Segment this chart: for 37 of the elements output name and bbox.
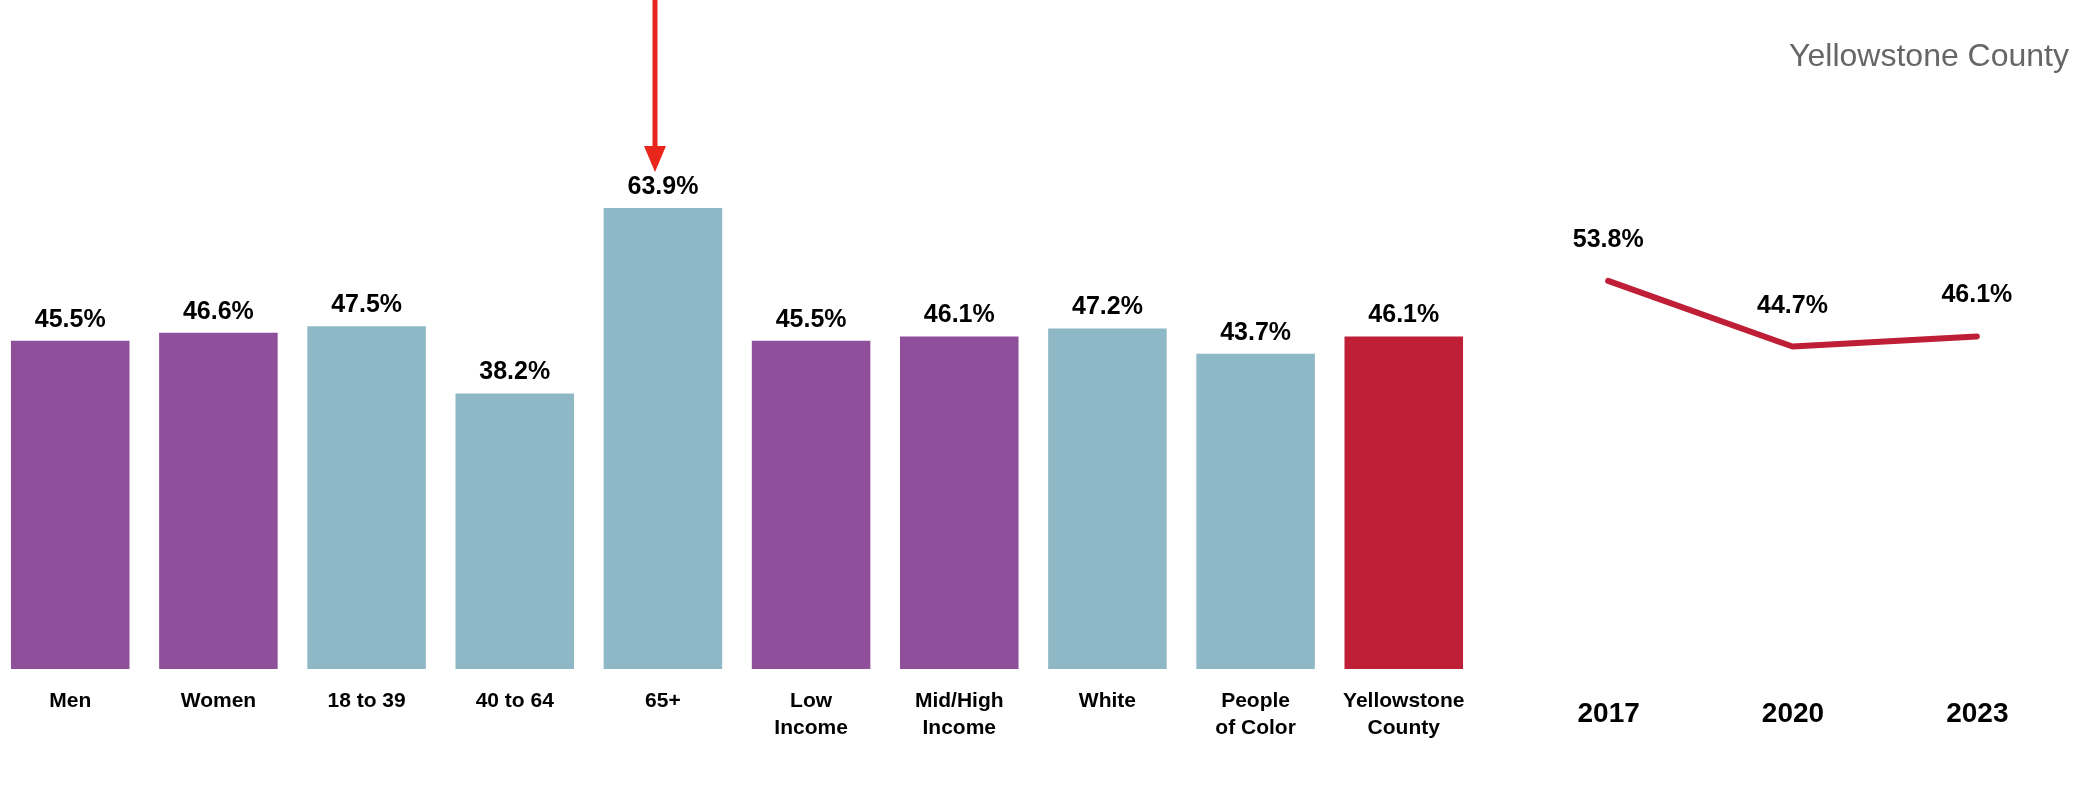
bar — [603, 208, 723, 669]
bar — [159, 332, 278, 669]
x-tick-label: 2020 — [1761, 696, 1825, 728]
bar — [1344, 336, 1464, 669]
x-tick-label: 40 to 64 — [475, 687, 555, 711]
data-label: 46.1% — [1368, 299, 1440, 328]
x-tick-label: Men — [49, 687, 92, 711]
x-tick-label: White — [1078, 687, 1137, 711]
x-tick-label: Low Income — [774, 687, 848, 738]
bar — [899, 336, 1019, 669]
data-label: 46.1% — [1941, 279, 2013, 308]
data-label: 46.6% — [182, 295, 254, 324]
data-label: 63.9% — [627, 171, 699, 199]
data-label: 45.5% — [775, 303, 847, 332]
data-label: 43.7% — [1220, 316, 1292, 345]
x-tick-label: 2023 — [1946, 696, 2009, 728]
bar — [307, 326, 426, 669]
data-label: 47.5% — [331, 289, 403, 318]
x-tick-label: Mid/High Income — [914, 687, 1004, 738]
data-label: 44.7% — [1757, 289, 1828, 318]
data-label: 47.2% — [1071, 291, 1143, 320]
x-tick-label: Women — [180, 687, 257, 711]
data-label: 53.8% — [1572, 223, 1644, 252]
x-tick-label: 18 to 39 — [327, 687, 406, 711]
x-tick-label: 65+ — [645, 687, 681, 711]
bar — [751, 340, 871, 669]
x-tick-label: People of Color — [1215, 687, 1296, 738]
x-tick-label: 2017 — [1577, 696, 1640, 728]
x-tick-label: Yellowstone County — [1343, 687, 1465, 738]
bar — [10, 340, 130, 669]
data-label: 45.5% — [34, 303, 106, 332]
chart-title: Yellowstone County — [1789, 37, 2069, 73]
bar — [455, 393, 575, 669]
bar — [1048, 328, 1167, 669]
bar — [1196, 353, 1315, 669]
data-label: 46.1% — [923, 299, 995, 328]
data-label: 38.2% — [479, 356, 551, 385]
